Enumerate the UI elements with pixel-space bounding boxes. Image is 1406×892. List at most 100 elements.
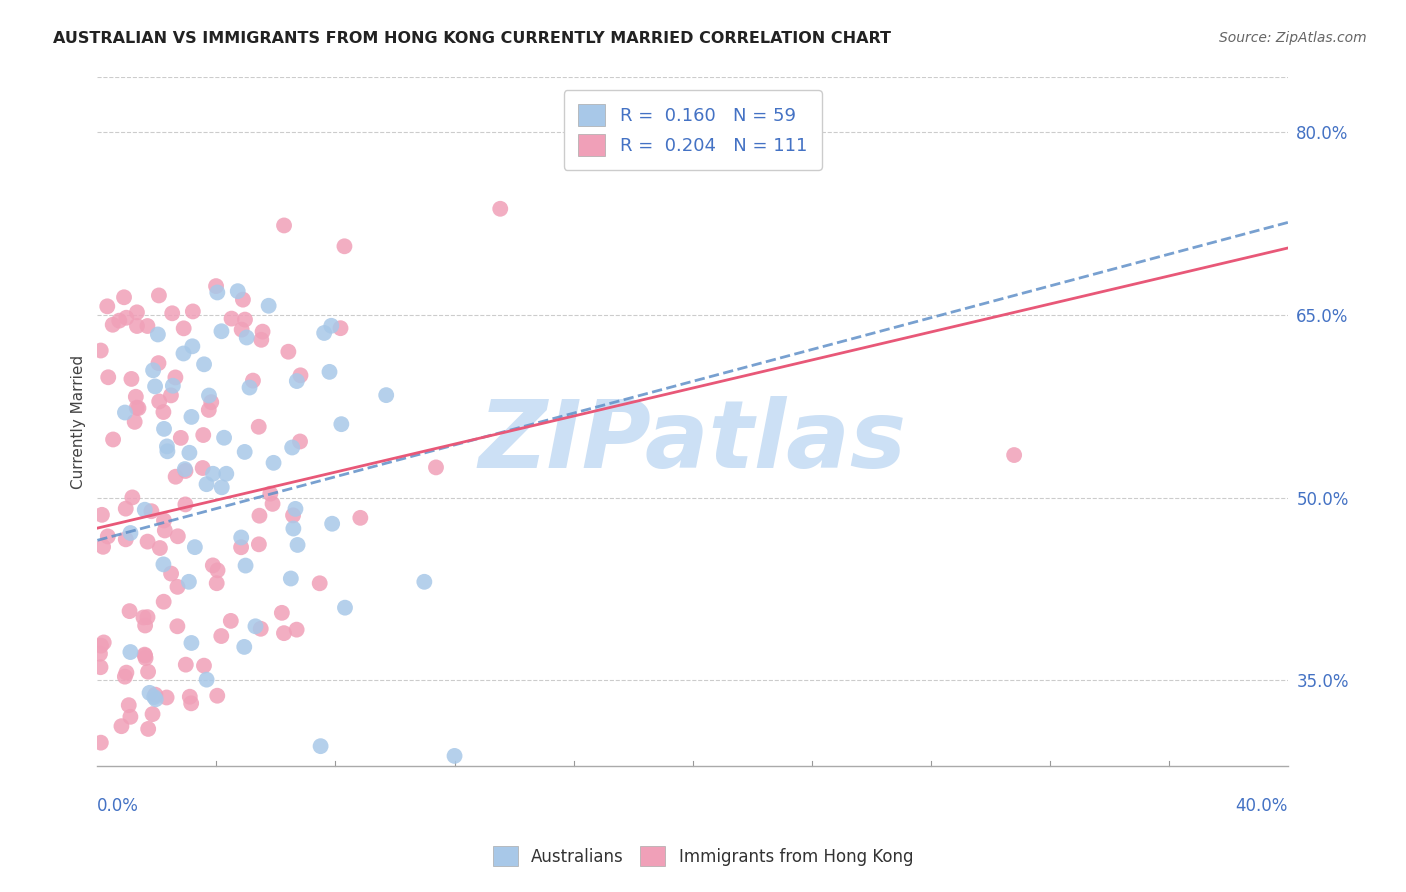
- Point: [250, 333, 273, 347]
- Point: [321, 318, 343, 333]
- Point: [90, 508, 112, 522]
- Point: [173, 462, 195, 476]
- Point: [180, 696, 202, 710]
- Point: [229, 541, 252, 555]
- Point: [143, 379, 166, 393]
- Point: [211, 480, 233, 494]
- Point: [125, 305, 148, 319]
- Text: AUSTRALIAN VS IMMIGRANTS FROM HONG KONG CURRENTLY MARRIED CORRELATION CHART: AUSTRALIAN VS IMMIGRANTS FROM HONG KONG …: [53, 31, 891, 46]
- Point: [155, 690, 177, 705]
- Point: [197, 403, 219, 417]
- Point: [333, 239, 356, 253]
- Point: [165, 469, 187, 483]
- Point: [135, 651, 157, 665]
- Point: [281, 508, 304, 523]
- Point: [263, 456, 285, 470]
- Point: [211, 324, 233, 338]
- Point: [207, 689, 229, 703]
- Point: [245, 619, 267, 633]
- Text: 40.0%: 40.0%: [1236, 797, 1288, 814]
- Point: [201, 558, 224, 573]
- Point: [134, 648, 156, 662]
- Point: [174, 464, 197, 478]
- Point: [134, 648, 156, 663]
- Point: [125, 390, 148, 404]
- Point: [329, 321, 352, 335]
- Point: [180, 409, 202, 424]
- Point: [165, 370, 187, 384]
- Point: [333, 600, 356, 615]
- Point: [184, 540, 207, 554]
- Point: [166, 619, 188, 633]
- Point: [290, 368, 312, 383]
- Point: [90, 736, 112, 750]
- Point: [247, 537, 270, 551]
- Point: [349, 511, 371, 525]
- Point: [148, 394, 170, 409]
- Point: [308, 576, 330, 591]
- Point: [283, 522, 305, 536]
- Point: [277, 344, 299, 359]
- Point: [191, 461, 214, 475]
- Point: [219, 614, 242, 628]
- Point: [136, 318, 159, 333]
- Point: [273, 626, 295, 640]
- Point: [288, 434, 311, 449]
- Point: [136, 665, 159, 679]
- Point: [97, 529, 120, 543]
- Point: [152, 558, 174, 572]
- Point: [285, 374, 308, 388]
- Point: [112, 290, 135, 304]
- Point: [232, 293, 254, 307]
- Point: [207, 563, 229, 577]
- Point: [134, 502, 156, 516]
- Point: [179, 446, 201, 460]
- Point: [89, 647, 111, 661]
- Point: [202, 467, 225, 481]
- Point: [235, 330, 257, 344]
- Point: [160, 566, 183, 581]
- Point: [215, 467, 238, 481]
- Point: [125, 401, 148, 415]
- Point: [1002, 448, 1025, 462]
- Point: [233, 640, 256, 654]
- Point: [425, 460, 447, 475]
- Y-axis label: Currently Married: Currently Married: [72, 354, 86, 489]
- Point: [235, 558, 257, 573]
- Point: [249, 508, 271, 523]
- Point: [152, 595, 174, 609]
- Point: [238, 380, 260, 394]
- Point: [114, 405, 136, 419]
- Point: [209, 629, 232, 643]
- Point: [166, 529, 188, 543]
- Point: [180, 636, 202, 650]
- Point: [96, 299, 118, 313]
- Point: [143, 690, 166, 704]
- Point: [221, 311, 243, 326]
- Point: [174, 657, 197, 672]
- Point: [413, 574, 436, 589]
- Point: [148, 356, 170, 370]
- Point: [231, 323, 253, 337]
- Point: [153, 524, 176, 538]
- Point: [318, 365, 340, 379]
- Point: [443, 748, 465, 763]
- Point: [136, 534, 159, 549]
- Point: [156, 444, 179, 458]
- Point: [143, 688, 166, 702]
- Point: [114, 533, 136, 547]
- Point: [375, 388, 398, 402]
- Point: [127, 401, 149, 416]
- Point: [90, 639, 112, 653]
- Point: [259, 486, 281, 500]
- Point: [193, 428, 215, 442]
- Point: [120, 526, 142, 541]
- Point: [108, 313, 131, 327]
- Point: [281, 441, 304, 455]
- Point: [166, 580, 188, 594]
- Point: [120, 372, 142, 386]
- Point: [120, 645, 142, 659]
- Point: [125, 318, 148, 333]
- Point: [198, 388, 221, 402]
- Point: [172, 346, 194, 360]
